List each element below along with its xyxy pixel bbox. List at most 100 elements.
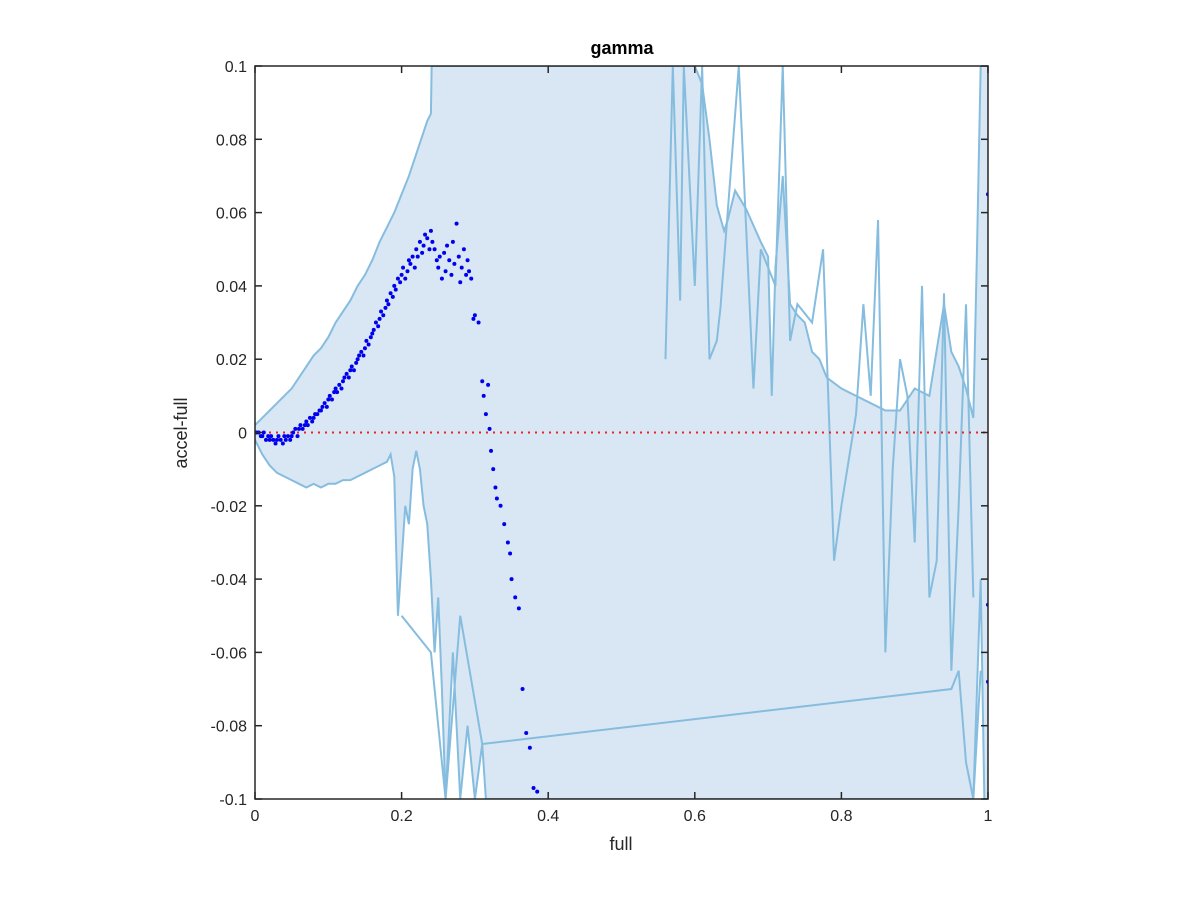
- data-point: [467, 269, 472, 274]
- x-tick-label: 1: [984, 808, 993, 825]
- y-tick-label: 0.06: [216, 206, 247, 223]
- data-point: [443, 269, 448, 274]
- data-point: [362, 346, 367, 351]
- data-point: [449, 272, 454, 277]
- data-point: [452, 261, 457, 266]
- data-point: [491, 467, 496, 472]
- data-point: [493, 485, 498, 490]
- band-lower-edge: [255, 439, 988, 799]
- data-point: [329, 397, 334, 402]
- data-point: [450, 239, 455, 244]
- data-point: [304, 419, 309, 424]
- y-tick-label: 0.04: [216, 279, 247, 296]
- data-point: [361, 353, 366, 358]
- data-point: [480, 379, 485, 384]
- y-tick-label: -0.08: [211, 719, 248, 736]
- data-point: [283, 437, 288, 442]
- data-point: [393, 287, 398, 292]
- data-point: [355, 357, 360, 362]
- data-point: [291, 430, 296, 435]
- data-point: [398, 280, 403, 285]
- data-point: [494, 496, 499, 501]
- data-point: [465, 258, 470, 263]
- y-axis-label: accel-full: [171, 397, 191, 468]
- data-point: [333, 386, 338, 391]
- data-point: [461, 247, 466, 252]
- data-point: [531, 786, 536, 791]
- y-tick-label: 0.08: [216, 132, 247, 149]
- x-tick-label: 0.4: [537, 808, 559, 825]
- data-point: [476, 320, 481, 325]
- data-point: [305, 423, 310, 428]
- data-point: [295, 434, 300, 439]
- plot-area: [255, 66, 988, 799]
- data-point: [436, 265, 441, 270]
- data-point: [271, 437, 276, 442]
- data-point: [342, 375, 347, 380]
- data-point: [339, 386, 344, 391]
- data-point: [324, 404, 329, 409]
- data-point: [266, 434, 271, 439]
- data-point: [282, 434, 287, 439]
- data-point: [263, 437, 268, 442]
- data-point: [381, 313, 386, 318]
- data-point: [269, 434, 274, 439]
- data-point: [351, 368, 356, 373]
- data-point: [417, 239, 422, 244]
- data-point: [267, 437, 272, 442]
- data-point: [280, 441, 285, 446]
- data-point: [430, 239, 435, 244]
- data-point: [315, 412, 320, 417]
- data-point: [348, 368, 353, 373]
- data-point: [456, 254, 461, 259]
- data-point: [366, 342, 371, 347]
- data-point: [425, 236, 430, 241]
- data-point: [481, 393, 486, 398]
- data-point: [403, 276, 408, 281]
- data-point: [340, 379, 345, 384]
- y-tick-label: -0.1: [219, 792, 247, 809]
- data-point: [469, 276, 474, 281]
- data-point: [498, 503, 503, 508]
- y-tick-label: 0.1: [225, 59, 247, 76]
- y-tick-label: -0.02: [211, 499, 248, 516]
- data-point: [379, 309, 384, 314]
- band-upper-spikes: [664, 66, 975, 671]
- data-point: [320, 404, 325, 409]
- y-tick-label: -0.06: [211, 645, 248, 662]
- data-point: [454, 221, 459, 226]
- data-point: [383, 305, 388, 310]
- data-point: [278, 437, 283, 442]
- data-point: [376, 324, 381, 329]
- chart-title: gamma: [590, 38, 654, 58]
- data-point: [428, 228, 433, 233]
- data-point: [505, 540, 510, 545]
- data-point: [276, 434, 281, 439]
- data-point: [354, 360, 359, 365]
- data-point: [459, 265, 464, 270]
- data-point: [288, 437, 293, 442]
- data-point: [395, 276, 400, 281]
- data-point: [516, 606, 521, 611]
- data-point: [486, 382, 491, 387]
- data-point: [489, 448, 494, 453]
- data-point: [471, 316, 476, 321]
- data-point: [346, 375, 351, 380]
- data-point: [390, 294, 395, 299]
- data-point: [311, 415, 316, 420]
- data-point: [445, 243, 450, 248]
- data-point: [310, 419, 315, 424]
- data-point: [420, 250, 425, 255]
- x-tick-label: 0.2: [390, 808, 412, 825]
- axes: 0 0.2 0.4 0.6 0.8 1 -0.1 -0.08 -0.06 -0.04 -0.02 0 0…: [211, 59, 993, 825]
- data-point: [415, 254, 420, 259]
- data-point: [464, 272, 469, 277]
- data-point: [502, 522, 507, 527]
- data-point: [472, 313, 477, 318]
- data-point: [487, 426, 492, 431]
- data-point: [371, 327, 376, 332]
- data-point: [368, 335, 373, 340]
- data-point: [458, 280, 463, 285]
- data-point: [289, 434, 294, 439]
- data-point: [439, 276, 444, 281]
